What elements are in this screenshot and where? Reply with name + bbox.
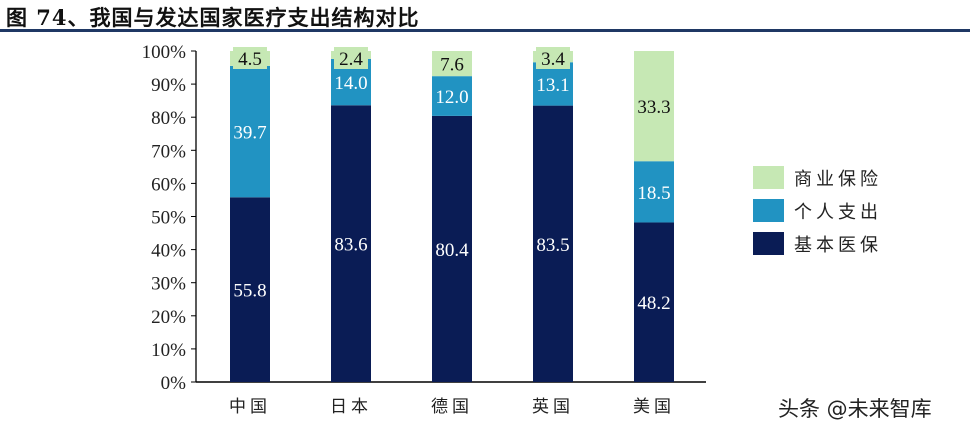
data-label: 4.5 (238, 49, 262, 70)
bar-segment (230, 65, 270, 198)
data-label: 13.1 (536, 75, 569, 96)
legend-swatch (753, 232, 784, 255)
legend-label: 商业保险 (794, 169, 882, 190)
x-tick-label: 英国 (532, 397, 574, 417)
y-tick-label: 80% (151, 108, 186, 129)
x-tick-label: 日本 (330, 397, 372, 417)
legend-swatch (753, 166, 784, 189)
watermark: 头条 @未来智库 (778, 397, 932, 421)
bar-segment (533, 62, 573, 106)
y-tick-label: 70% (151, 141, 186, 162)
bar-segment (331, 105, 371, 382)
bar-segment (634, 51, 674, 162)
x-tick-label: 德国 (431, 397, 473, 417)
data-label: 55.8 (233, 281, 266, 302)
data-label: 39.7 (233, 123, 266, 144)
y-tick-label: 90% (151, 75, 186, 96)
bar-segment (533, 105, 573, 383)
data-label: 80.4 (435, 240, 469, 261)
data-label: 2.4 (339, 49, 363, 70)
bar-segment (432, 76, 472, 116)
y-tick-label: 40% (151, 241, 186, 262)
data-label: 7.6 (440, 55, 464, 76)
legend-label: 基本医保 (794, 235, 882, 256)
y-tick-label: 100% (142, 42, 187, 63)
data-label: 33.3 (637, 97, 670, 118)
y-tick-label: 30% (151, 274, 186, 295)
chart-title: 图 74、我国与发达国家医疗支出结构对比 (6, 5, 420, 30)
y-tick-label: 20% (151, 307, 186, 328)
data-label-box (334, 47, 368, 69)
bar-segment (432, 51, 472, 77)
bar-segment (230, 197, 270, 382)
data-label: 12.0 (435, 87, 468, 108)
data-label: 83.5 (536, 235, 569, 256)
bar-segment (432, 115, 472, 382)
x-tick-label: 美国 (633, 397, 675, 417)
y-tick-label: 10% (151, 340, 186, 361)
title-divider (0, 29, 970, 32)
data-label: 18.5 (637, 183, 670, 204)
y-tick-label: 0% (161, 373, 187, 394)
y-tick-label: 60% (151, 174, 186, 195)
data-label: 14.0 (334, 73, 367, 94)
legend-label: 个人支出 (794, 202, 882, 223)
y-tick-label: 50% (151, 208, 186, 229)
data-label: 48.2 (637, 293, 670, 314)
bar-segment (634, 161, 674, 223)
bar-segment (634, 222, 674, 382)
data-label-box (233, 47, 267, 69)
data-label: 3.4 (541, 49, 565, 70)
data-label-box (536, 47, 570, 69)
x-tick-label: 中国 (229, 397, 271, 417)
data-label: 83.6 (334, 235, 367, 256)
legend-swatch (753, 199, 784, 222)
